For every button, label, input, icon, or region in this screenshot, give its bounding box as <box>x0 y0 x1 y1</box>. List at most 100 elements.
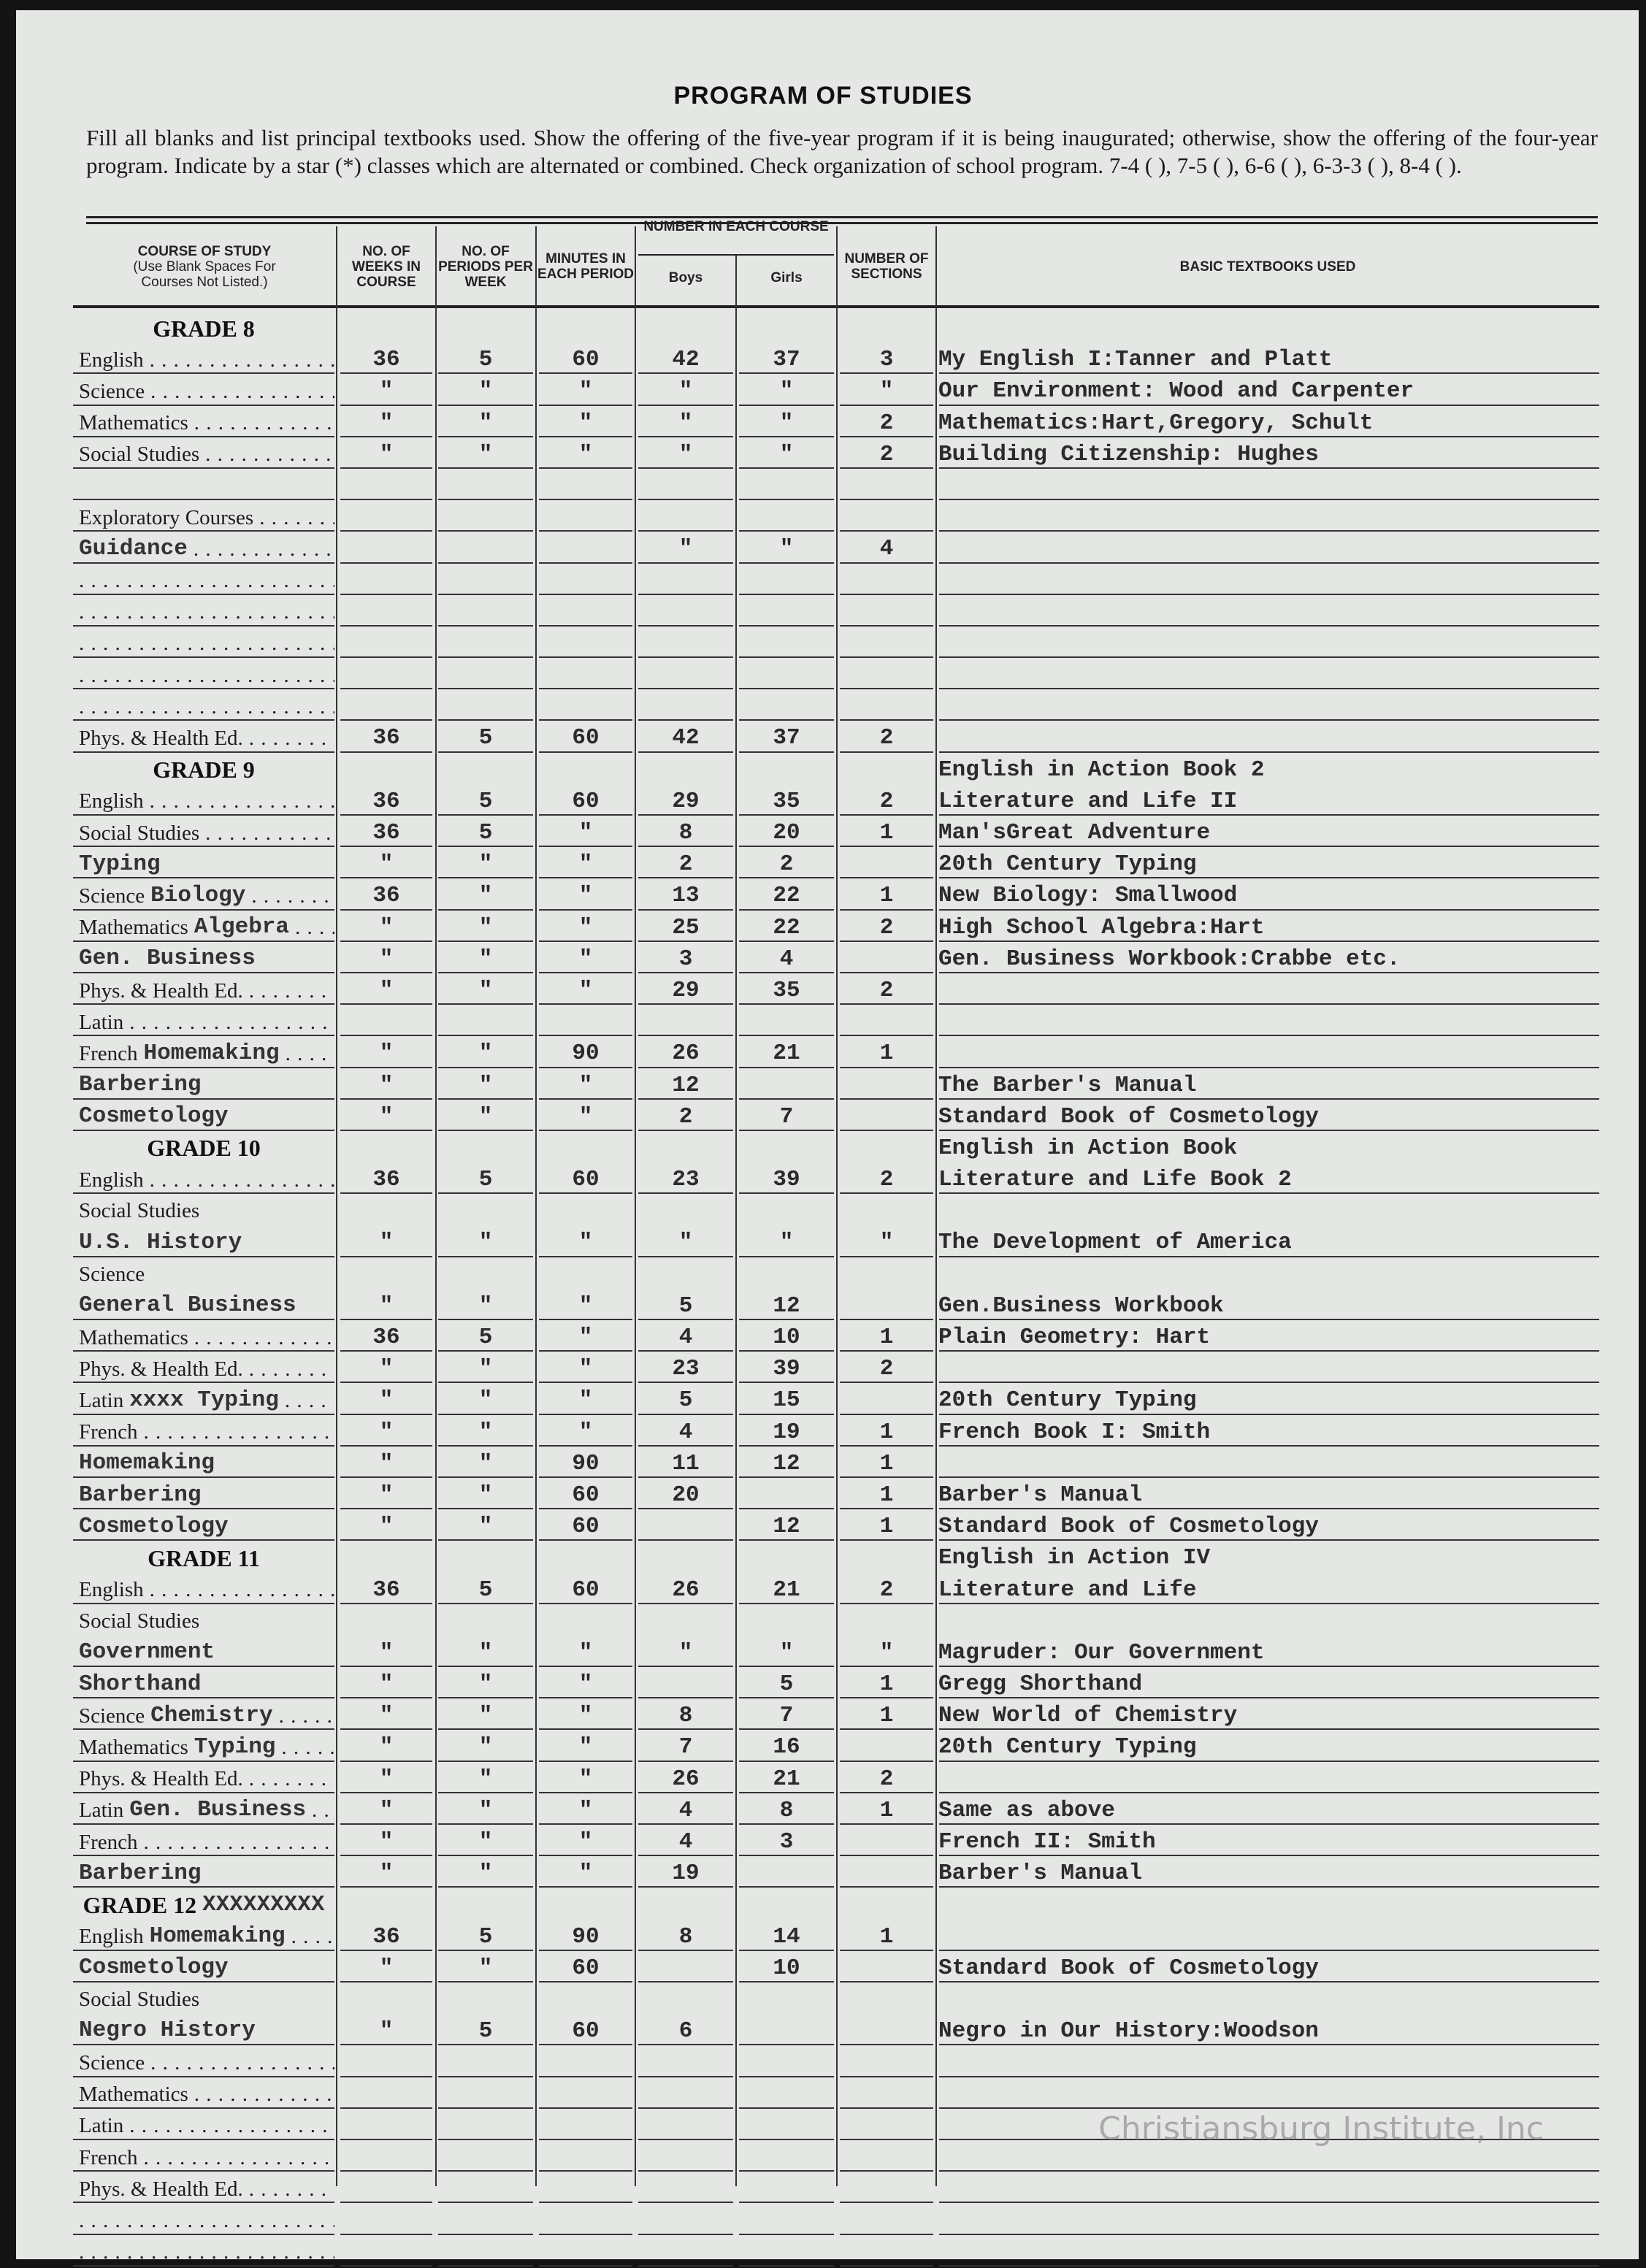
underline <box>739 656 834 659</box>
course-cell: Exploratory Courses <box>79 502 334 533</box>
textbook-entry: Mathematics:Hart,Gregory, Schult <box>938 410 1374 436</box>
underline <box>539 593 632 595</box>
underline <box>539 435 632 437</box>
underline <box>438 1444 533 1447</box>
course-cell: English <box>79 344 334 375</box>
minutes-value: " <box>578 1072 593 1098</box>
boys-value: " <box>678 378 693 405</box>
underline <box>739 1413 834 1415</box>
underline <box>638 1444 733 1447</box>
underline <box>739 1066 834 1068</box>
underline <box>739 1192 834 1195</box>
textbook-entry: 20th Century Typing <box>938 851 1197 878</box>
underline <box>739 1444 834 1447</box>
periods-value: " <box>478 1419 493 1445</box>
sections-value <box>837 1290 936 1322</box>
sections-value <box>837 1101 936 1133</box>
underline <box>539 940 632 942</box>
minutes-value: " <box>578 1419 593 1445</box>
underline <box>638 2138 733 2140</box>
dotted-leader <box>194 537 334 562</box>
weeks-value: 36 <box>372 1577 400 1603</box>
underline <box>438 1760 533 1762</box>
underline <box>438 562 533 564</box>
underline <box>539 908 632 911</box>
boys-value: 8 <box>678 820 693 846</box>
course-cell: Science Biology <box>79 880 334 911</box>
table-row: Phys. & Health Ed. " " " 29 35 2 <box>73 975 1599 1006</box>
underline <box>840 2233 933 2235</box>
boys-value: 6 <box>678 2018 693 2045</box>
weeks-value: " <box>379 1671 394 1698</box>
girls-value: 3 <box>779 1829 794 1855</box>
table-row: Social Studies " " " " " 2 Building Citizenship… <box>73 439 1599 470</box>
textbook-entry: Barber's Manual <box>938 1482 1143 1508</box>
course-cell: Mathematics <box>79 1322 334 1353</box>
underline <box>340 1319 432 1321</box>
typed-course-name: Barbering <box>79 1482 202 1508</box>
minutes-value: 90 <box>572 1041 600 1067</box>
underline <box>340 1886 432 1888</box>
underline <box>739 1539 834 1541</box>
column-divider <box>535 226 537 2186</box>
textbook-entry: Our Environment: Wood and Carpenter <box>938 378 1415 405</box>
underline <box>840 1760 933 1762</box>
girls-value: " <box>779 378 794 405</box>
boys-value: 4 <box>678 1325 693 1351</box>
dotted-leader <box>150 2050 334 2075</box>
underline <box>539 624 632 627</box>
girls-value: " <box>779 441 794 467</box>
girls-value <box>736 2015 837 2047</box>
underline <box>539 467 632 469</box>
textbook-entry: Gen.Business Workbook <box>938 1292 1224 1319</box>
dotted-leader <box>150 789 334 813</box>
underline <box>340 1760 432 1762</box>
periods-value: " <box>478 1734 493 1761</box>
boys-value: 13 <box>672 883 700 909</box>
table-row: Guidance " " 4 <box>73 533 1599 564</box>
sections-value: 3 <box>879 347 894 373</box>
course-label: Science <box>79 884 145 908</box>
underline <box>939 814 1599 816</box>
underline <box>438 751 533 753</box>
periods-value: 5 <box>478 347 493 373</box>
underline <box>939 877 1599 879</box>
underline <box>739 372 834 375</box>
underline <box>340 435 432 437</box>
underline <box>340 719 432 721</box>
underline <box>73 435 334 437</box>
boys-value: 12 <box>672 1072 700 1098</box>
typed-course-name: Negro History <box>79 2018 256 2044</box>
course-cell <box>79 470 334 502</box>
underline <box>840 846 933 848</box>
minutes-value: 60 <box>572 347 600 373</box>
underline <box>939 1760 1599 1762</box>
underline <box>840 2264 933 2267</box>
underline <box>939 940 1599 942</box>
underline <box>539 1791 632 1793</box>
underline <box>438 2170 533 2172</box>
underline <box>539 1413 632 1415</box>
underline <box>73 1728 334 1731</box>
periods-value: " <box>478 1514 493 1540</box>
course-cell: Homemaking <box>79 1448 334 1479</box>
underline <box>739 2170 834 2172</box>
weeks-value: " <box>379 977 394 1003</box>
underline <box>840 2044 933 2046</box>
underline <box>340 877 432 879</box>
underline <box>73 1823 334 1825</box>
sections-value: " <box>879 378 894 405</box>
weeks-value: " <box>379 1766 394 1792</box>
boys-value: " <box>678 441 693 467</box>
header-sections: NUMBER OF SECTIONS <box>844 251 929 282</box>
underline <box>340 1129 432 1131</box>
minutes-value: " <box>578 1639 593 1666</box>
underline <box>73 624 334 627</box>
course-cell: Phys. & Health Ed. <box>79 1763 334 1795</box>
underline <box>840 499 933 501</box>
underline <box>539 1886 632 1888</box>
underline <box>340 499 432 501</box>
underline <box>939 404 1599 406</box>
underline <box>840 467 933 469</box>
underline <box>840 1255 933 1257</box>
